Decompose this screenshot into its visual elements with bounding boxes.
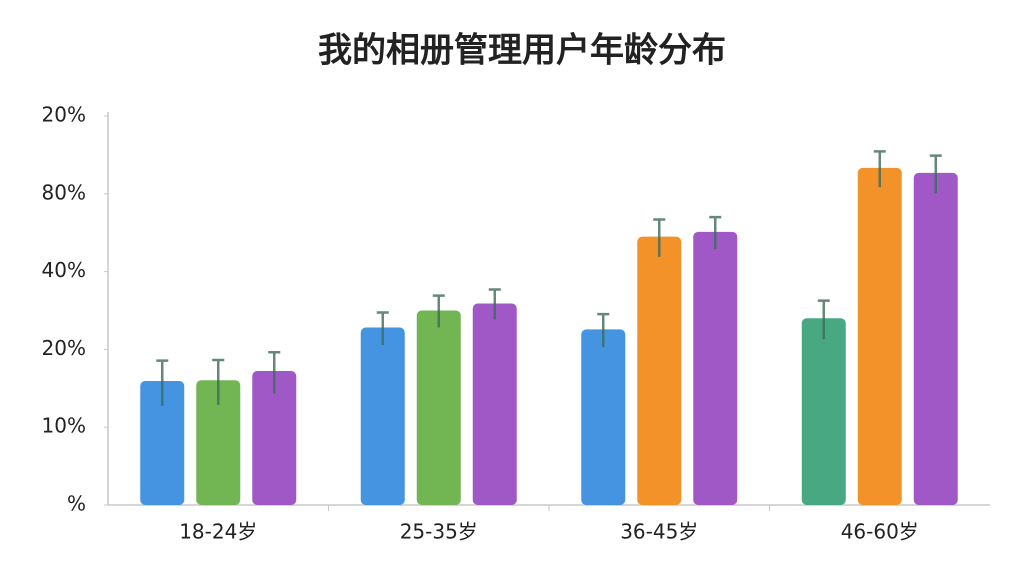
error-bar <box>653 218 666 257</box>
x-tick-label: 18-24岁 <box>179 520 257 544</box>
bar <box>637 236 682 505</box>
error-bar <box>432 294 445 328</box>
error-bar <box>488 288 501 320</box>
error-bar <box>817 299 830 340</box>
error-bar <box>929 154 942 194</box>
bar <box>252 370 297 505</box>
x-tick-label: 36-45岁 <box>620 520 698 544</box>
error-bar <box>212 358 225 405</box>
y-tick-label: 20% <box>42 336 86 360</box>
bar <box>693 231 738 505</box>
bar <box>360 327 405 505</box>
error-bar <box>597 312 610 348</box>
y-tick-label: 40% <box>42 258 86 282</box>
bar <box>196 380 241 505</box>
error-bar <box>156 359 169 406</box>
bar <box>416 310 461 505</box>
bar <box>581 329 626 505</box>
y-tick-label: 20% <box>42 103 86 127</box>
bar <box>913 172 958 506</box>
x-tick-label: 25-35岁 <box>400 520 478 544</box>
x-tick-label: 46-60岁 <box>841 520 919 544</box>
bar <box>140 380 185 505</box>
bar <box>472 303 517 505</box>
y-tick-label: % <box>67 492 86 516</box>
bar <box>857 167 902 506</box>
error-bar <box>873 150 886 188</box>
bar <box>801 318 846 505</box>
chart-title: 我的相册管理用户年龄分布 <box>318 31 726 71</box>
y-tick-label: 10% <box>42 414 86 438</box>
error-bar <box>376 311 389 345</box>
error-bar <box>268 350 281 394</box>
error-bar <box>709 215 722 249</box>
y-tick-label: 80% <box>42 180 86 204</box>
